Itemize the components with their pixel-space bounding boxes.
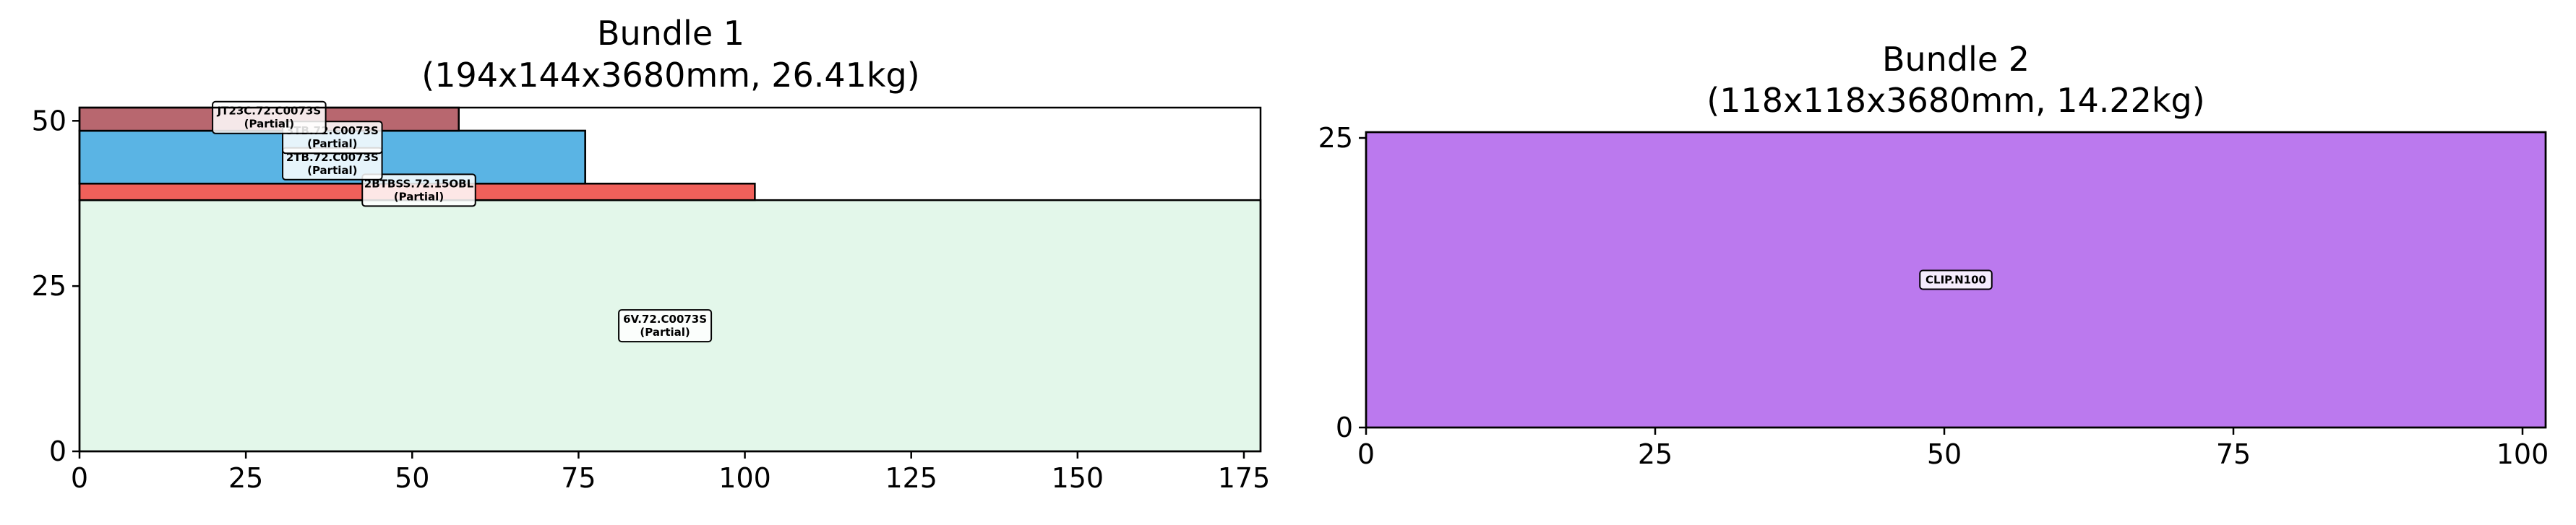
y-tick-label: 25 xyxy=(32,270,66,302)
label-box-2: 2TB.72.C0073S(Partial) xyxy=(282,147,383,181)
rect-label-text: 6V.72.C0073S xyxy=(623,313,707,326)
rect-label-text: 2TB.72.C0073S xyxy=(286,151,379,164)
label-bg xyxy=(618,309,713,343)
y-axis: 0 25 50 xyxy=(32,105,80,467)
x-tick-label: 100 xyxy=(2496,438,2549,470)
label-box-0: CLIP.N100 xyxy=(1919,269,1993,290)
y-tick-label: 25 xyxy=(1318,122,1353,154)
x-tick-label: 75 xyxy=(2216,438,2251,470)
x-axis: 0 25 50 75 100 125 150 175 xyxy=(71,451,1270,494)
chart-title-line1: Bundle 1 xyxy=(597,14,744,53)
label-group: 6V.72.C0073S(Partial)2BTBSS.72.15OBL(Par… xyxy=(212,100,713,343)
x-tick-label: 150 xyxy=(1052,462,1104,494)
chart-title-line2: (194x144x3680mm, 26.41kg) xyxy=(421,56,919,95)
chart-title-line2: (118x118x3680mm, 14.22kg) xyxy=(1706,81,2204,120)
rect-label-text: CLIP.N100 xyxy=(1925,274,1986,287)
chart-bundle-2: Bundle 2 (118x118x3680mm, 14.22kg) CLIP.… xyxy=(1318,40,2549,470)
label-group: CLIP.N100 xyxy=(1919,269,1993,290)
rect-label-text: (Partial) xyxy=(394,190,444,203)
rect-label-text: 2BTBSS.72.15OBL xyxy=(364,177,474,190)
label-bg xyxy=(1919,269,1993,290)
label-bg xyxy=(212,100,327,134)
axes-frame xyxy=(78,106,1262,453)
y-tick-label: 0 xyxy=(49,435,66,467)
chart-title-line1: Bundle 2 xyxy=(1882,40,2030,79)
x-tick-label: 100 xyxy=(718,462,771,494)
rect-label-text: JT23C.72.C0073S xyxy=(217,105,322,118)
x-tick-label: 125 xyxy=(885,462,937,494)
label-box-1: 2BTBSS.72.15OBL(Partial) xyxy=(361,173,476,207)
label-bg xyxy=(361,173,476,207)
x-tick-label: 175 xyxy=(1218,462,1271,494)
x-axis: 0 25 50 75 100 xyxy=(1357,428,2549,470)
x-tick-label: 0 xyxy=(71,462,88,494)
rect-label-text: (Partial) xyxy=(307,164,357,177)
x-tick-label: 0 xyxy=(1357,438,1375,470)
x-tick-label: 75 xyxy=(561,462,596,494)
x-tick-label: 25 xyxy=(228,462,263,494)
x-tick-label: 50 xyxy=(395,462,429,494)
rect-label-text: (Partial) xyxy=(640,326,690,339)
y-axis: 0 25 xyxy=(1318,122,1366,443)
rect-label-text: (Partial) xyxy=(307,137,357,150)
rect-label-text: (Partial) xyxy=(244,118,294,131)
x-tick-label: 25 xyxy=(1638,438,1673,470)
chart-bundle-1: Bundle 1 (194x144x3680mm, 26.41kg) 6V.72… xyxy=(32,14,1271,494)
x-tick-label: 50 xyxy=(1927,438,1962,470)
label-box-4: JT23C.72.C0073S(Partial) xyxy=(212,100,327,134)
y-tick-label: 50 xyxy=(32,105,66,136)
y-tick-label: 0 xyxy=(1336,412,1353,443)
label-box-0: 6V.72.C0073S(Partial) xyxy=(618,309,713,343)
axes-frame xyxy=(1365,131,2547,429)
rect-group xyxy=(78,106,1262,453)
